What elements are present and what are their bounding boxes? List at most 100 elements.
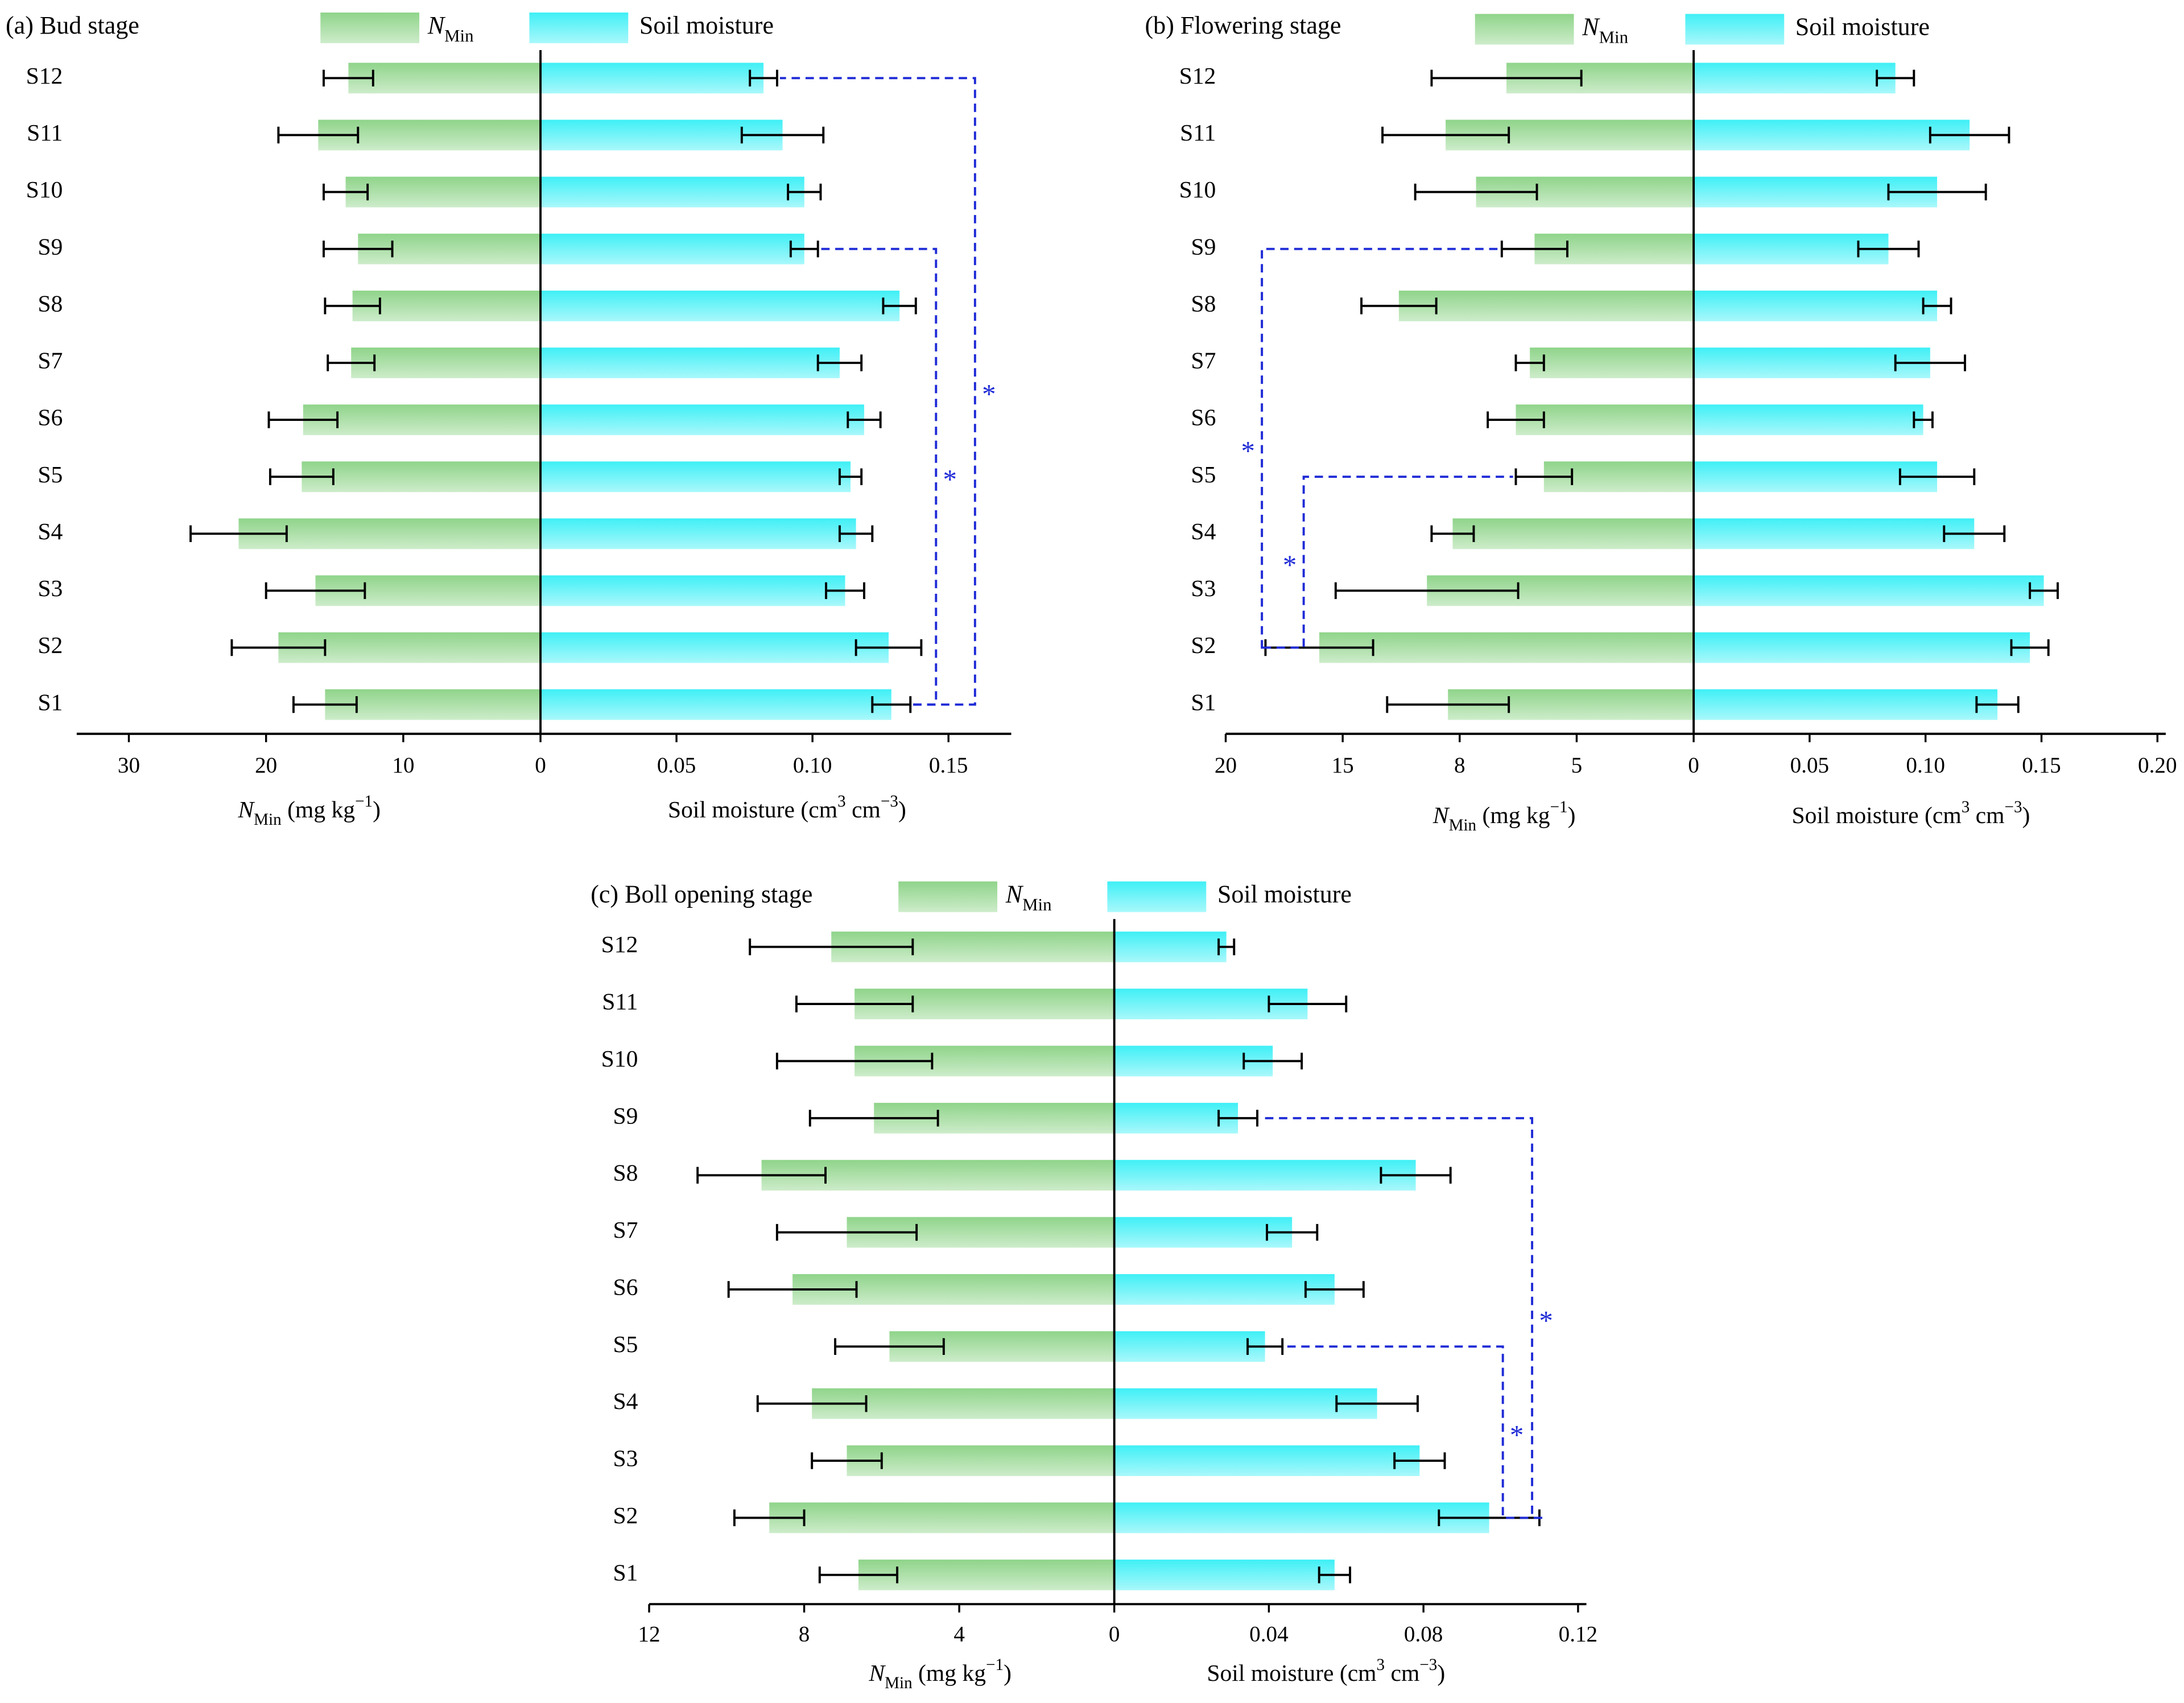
legend-swatch: [1475, 14, 1574, 45]
error-bar: [1304, 1281, 1365, 1298]
category-label: S5: [1191, 462, 1216, 488]
error-bar: [324, 297, 381, 315]
bar: [1114, 1274, 1335, 1305]
error-bar: [1487, 411, 1545, 428]
bar: [1114, 1331, 1265, 1362]
error-bar: [1894, 354, 1966, 371]
category-label: S11: [602, 989, 638, 1015]
error-bar: [1876, 69, 1915, 87]
category-label: S6: [613, 1274, 638, 1300]
bar: [1452, 518, 1694, 549]
error-bar: [1913, 411, 1934, 428]
error-bar: [327, 354, 376, 371]
legend-label: NMin: [1005, 881, 1052, 915]
category-label: S12: [601, 932, 638, 958]
bar: [540, 404, 864, 436]
error-bar: [323, 183, 369, 201]
x-tick-label: 0.15: [929, 753, 968, 778]
bar: [540, 233, 804, 264]
error-bar: [1922, 297, 1952, 315]
error-bar: [811, 1452, 883, 1469]
error-bar: [808, 1110, 939, 1127]
x-tick-label: 30: [118, 753, 140, 778]
error-bar: [818, 1566, 899, 1584]
bar: [1530, 348, 1694, 378]
significance-bracket: [1260, 1117, 1542, 1519]
bar: [1398, 290, 1694, 321]
category-label: S2: [38, 633, 63, 659]
category-label: S6: [38, 405, 63, 431]
error-bar: [230, 639, 327, 656]
error-bar: [1975, 696, 2020, 713]
error-bar: [756, 1395, 868, 1412]
error-bar: [292, 696, 358, 713]
x-tick-label: 20: [1215, 753, 1237, 778]
error-bar: [1386, 696, 1510, 713]
error-bar: [1217, 1110, 1258, 1127]
bar: [1694, 461, 1938, 493]
error-bar: [882, 297, 917, 315]
error-bar: [1414, 183, 1538, 201]
bar: [540, 176, 804, 208]
error-bar: [1887, 183, 1987, 201]
legend-label: Soil moisture: [639, 11, 774, 39]
bar: [769, 1502, 1114, 1533]
x-tick-label: 0.08: [1404, 1622, 1443, 1646]
axis-label: Soil moisture (cm3 cm−3): [668, 792, 906, 823]
x-tick-label: 12: [638, 1622, 660, 1646]
error-bar: [727, 1281, 858, 1298]
error-bar: [267, 411, 339, 428]
bar: [1694, 63, 1896, 94]
panel-title: (b) Flowering stage: [1145, 11, 1341, 39]
x-tick-label: 0.05: [657, 753, 696, 778]
bar: [540, 461, 851, 493]
category-label: S1: [38, 689, 63, 716]
category-label: S12: [26, 63, 63, 89]
category-label: S4: [613, 1388, 638, 1415]
category-label: S9: [613, 1103, 638, 1129]
x-tick-label: 0.04: [1249, 1622, 1289, 1646]
x-tick-label: 0.12: [1559, 1622, 1598, 1646]
error-bar: [839, 468, 863, 485]
bar: [1694, 575, 2044, 606]
bar: [858, 1559, 1114, 1590]
legend-label: NMin: [427, 11, 474, 46]
legend-label: Soil moisture: [1217, 881, 1352, 908]
legend-swatch: [1685, 14, 1785, 45]
bar: [1694, 119, 1970, 151]
bar: [1114, 1388, 1377, 1419]
error-bar: [1430, 525, 1475, 543]
bar: [540, 689, 891, 720]
bar: [1694, 689, 1998, 720]
category-label: S9: [38, 234, 63, 260]
error-bar: [1943, 525, 2006, 543]
error-bar: [1514, 354, 1545, 371]
legend-label: Soil moisture: [1795, 13, 1930, 41]
error-bar: [733, 1509, 806, 1527]
x-tick-label: 5: [1571, 753, 1583, 778]
significance-bracket: [1262, 476, 1513, 649]
legend-label: NMin: [1582, 13, 1628, 47]
axis-label: NMin (mg kg−1): [237, 792, 381, 829]
bar: [1114, 1559, 1335, 1590]
axis-label: Soil moisture (cm3 cm−3): [1207, 1656, 1445, 1687]
x-tick-label: 0: [1688, 753, 1699, 778]
error-bar: [1266, 1223, 1319, 1241]
error-bar: [1514, 468, 1574, 485]
error-bar: [816, 354, 863, 371]
error-bar: [1898, 468, 1976, 485]
error-bar: [1360, 297, 1438, 315]
error-bar: [854, 639, 923, 656]
bar: [1114, 1217, 1293, 1248]
category-label: S7: [1191, 348, 1216, 374]
bar: [1694, 404, 1923, 436]
category-label: S12: [1179, 63, 1216, 89]
error-bar: [1380, 1167, 1452, 1184]
significance-bracket: [820, 247, 938, 706]
bar: [1694, 290, 1938, 321]
bar: [540, 63, 764, 94]
error-bar: [775, 1223, 918, 1241]
error-bar: [189, 525, 288, 543]
category-label: S1: [613, 1560, 638, 1586]
bar: [1114, 931, 1227, 962]
